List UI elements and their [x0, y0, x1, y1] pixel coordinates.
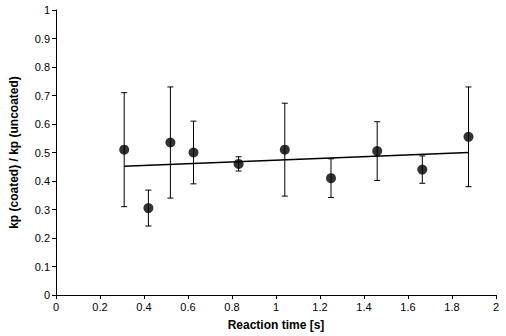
svg-text:0.4: 0.4 — [136, 301, 151, 313]
svg-text:0.4: 0.4 — [35, 175, 50, 187]
svg-text:0.8: 0.8 — [35, 61, 50, 73]
svg-text:0.1: 0.1 — [35, 261, 50, 273]
svg-text:0.6: 0.6 — [35, 118, 50, 130]
svg-text:0.9: 0.9 — [35, 33, 50, 45]
svg-text:1.4: 1.4 — [356, 301, 371, 313]
svg-text:0.2: 0.2 — [35, 232, 50, 244]
svg-text:kp (coated) / kp (uncoated): kp (coated) / kp (uncoated) — [7, 76, 21, 229]
svg-text:0: 0 — [44, 289, 50, 301]
svg-text:0.5: 0.5 — [35, 147, 50, 159]
svg-text:2: 2 — [493, 301, 499, 313]
svg-text:0: 0 — [53, 301, 59, 313]
svg-text:1.6: 1.6 — [400, 301, 415, 313]
svg-text:1.8: 1.8 — [444, 301, 459, 313]
svg-text:0.8: 0.8 — [224, 301, 239, 313]
svg-text:0.6: 0.6 — [180, 301, 195, 313]
svg-text:0.3: 0.3 — [35, 204, 50, 216]
svg-text:1: 1 — [44, 4, 50, 16]
svg-text:1: 1 — [273, 301, 279, 313]
svg-text:Reaction time [s]: Reaction time [s] — [228, 318, 325, 332]
svg-text:0.7: 0.7 — [35, 90, 50, 102]
svg-text:1.2: 1.2 — [312, 301, 327, 313]
svg-text:0.2: 0.2 — [92, 301, 107, 313]
